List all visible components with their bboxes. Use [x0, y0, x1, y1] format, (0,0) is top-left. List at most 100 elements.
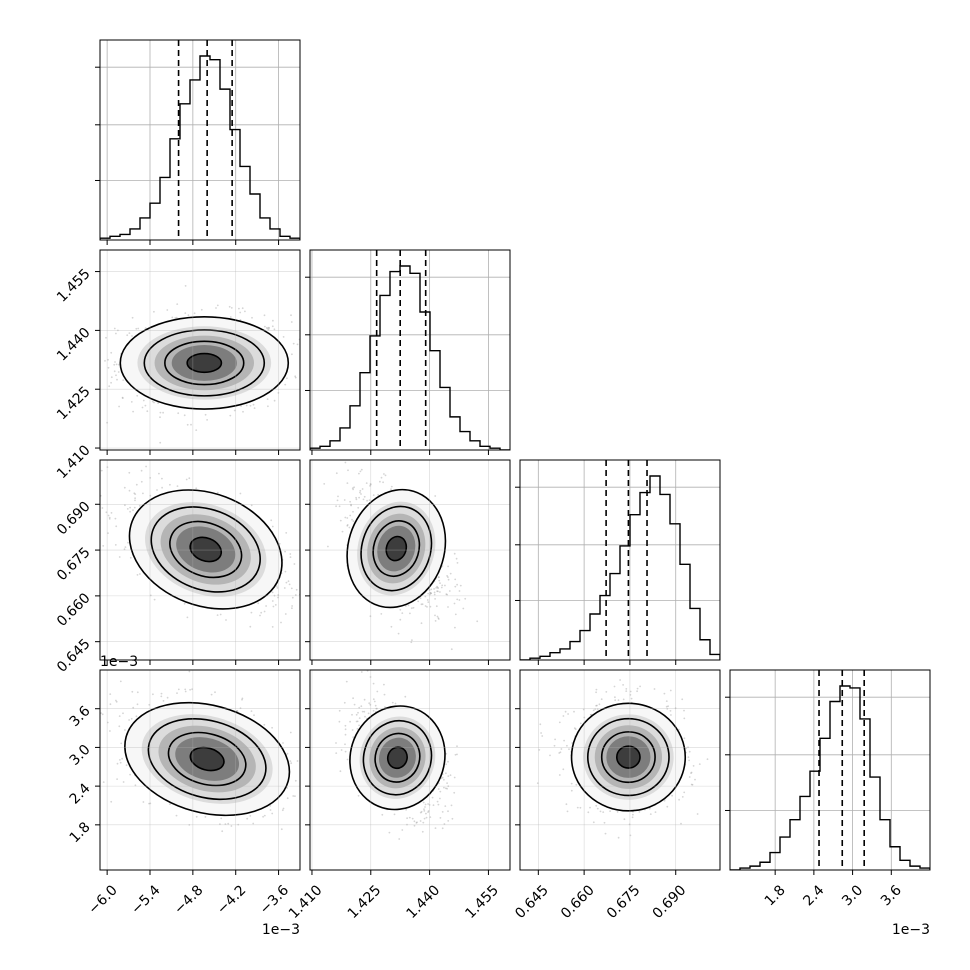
scatter-point — [437, 590, 439, 593]
scatter-point — [305, 818, 307, 820]
scatter-point — [215, 307, 217, 309]
scatter-point — [694, 778, 696, 781]
scatter-point — [437, 788, 440, 790]
scatter-point — [161, 486, 164, 489]
scatter-point — [109, 730, 111, 732]
scatter-point — [706, 758, 709, 761]
scatter-point — [322, 369, 324, 371]
scatter-point — [121, 757, 123, 760]
scatter-point — [454, 626, 456, 629]
scatter-point — [731, 747, 733, 749]
scatter-point — [157, 402, 160, 404]
scatter-point — [123, 548, 126, 551]
scatter-point — [318, 797, 320, 799]
scatter-point — [159, 441, 162, 444]
scatter-point — [363, 495, 366, 498]
scatter-point — [114, 361, 116, 363]
scatter-point — [441, 776, 444, 779]
scatter-point — [238, 307, 240, 310]
scatter-point — [437, 576, 440, 578]
scatter-point — [424, 803, 427, 806]
scatter-point — [144, 404, 147, 407]
scatter-point — [379, 480, 381, 483]
scatter-point — [276, 587, 279, 589]
scatter-point — [278, 542, 281, 545]
scatter-point — [115, 332, 117, 335]
scatter-point — [567, 713, 569, 715]
scatter-point — [614, 699, 617, 702]
scatter-point — [390, 625, 393, 628]
scatter-point — [427, 592, 430, 595]
scatter-point — [381, 813, 384, 816]
scatter-point — [437, 618, 440, 620]
panel-frame — [99, 39, 301, 241]
contour-line-1 — [349, 705, 446, 811]
scatter-point — [456, 583, 458, 586]
scatter-point — [133, 492, 136, 495]
scatter-point — [266, 326, 268, 329]
scatter-point — [456, 753, 458, 756]
scatter-point — [447, 820, 450, 822]
scatter-point — [353, 486, 355, 489]
scatter-point — [118, 556, 121, 558]
scatter-point — [289, 556, 292, 558]
scatter-point — [123, 486, 126, 489]
scatter-point — [113, 327, 116, 330]
scatter-point — [317, 774, 319, 776]
scatter-point — [174, 317, 177, 319]
scatter-point — [346, 758, 349, 761]
panel-frame — [309, 459, 511, 661]
scatter-point — [410, 607, 413, 610]
scatter-point — [100, 469, 103, 472]
scatter-point — [422, 821, 425, 824]
scatter-point — [176, 692, 178, 694]
scatter-point — [249, 404, 252, 407]
scatter-point — [291, 605, 293, 607]
scatter-point — [249, 625, 252, 628]
scatter-point — [140, 480, 143, 483]
scatter-point — [397, 632, 400, 635]
scatter-point — [286, 377, 288, 380]
contour-line-1 — [119, 316, 290, 410]
scatter-point — [166, 696, 169, 699]
scatter-point — [365, 482, 368, 484]
scatter-point — [384, 474, 387, 477]
scatter-point — [458, 590, 461, 592]
scatter-point — [149, 494, 152, 497]
scatter-point — [622, 698, 625, 701]
scatter-point — [289, 553, 292, 555]
scatter-point — [446, 593, 448, 596]
scatter-point — [338, 720, 341, 723]
scatter-point — [413, 824, 416, 827]
scatter-point — [335, 742, 337, 744]
scatter-point — [260, 611, 263, 614]
scatter-point — [383, 693, 386, 696]
scatter-point — [292, 795, 295, 797]
scatter-point — [220, 817, 223, 820]
scatter-point — [291, 353, 293, 356]
scatter-point — [294, 779, 297, 782]
scatter-point — [273, 399, 276, 402]
scatter-point — [335, 505, 337, 508]
scatter-point — [161, 477, 163, 480]
scatter-point — [355, 720, 358, 723]
scatter-point — [349, 500, 351, 503]
scatter-point — [216, 614, 219, 616]
scatter-point — [129, 506, 132, 509]
scatter-point — [160, 695, 163, 698]
scatter-point — [358, 724, 360, 727]
scatter-point — [304, 773, 306, 775]
scatter-point — [144, 327, 147, 329]
scatter-point — [347, 469, 349, 472]
contour-line-1 — [346, 488, 447, 609]
scatter-point — [292, 342, 295, 345]
scatter-point — [443, 778, 445, 781]
density-level-5 — [190, 747, 224, 771]
scatter-point — [115, 699, 117, 702]
scatter-point — [253, 407, 256, 409]
scatter-point — [122, 379, 125, 381]
scatter-point — [282, 336, 285, 338]
contour-line-2 — [150, 506, 261, 593]
scatter-point — [294, 376, 297, 379]
panel-frame — [99, 459, 301, 661]
